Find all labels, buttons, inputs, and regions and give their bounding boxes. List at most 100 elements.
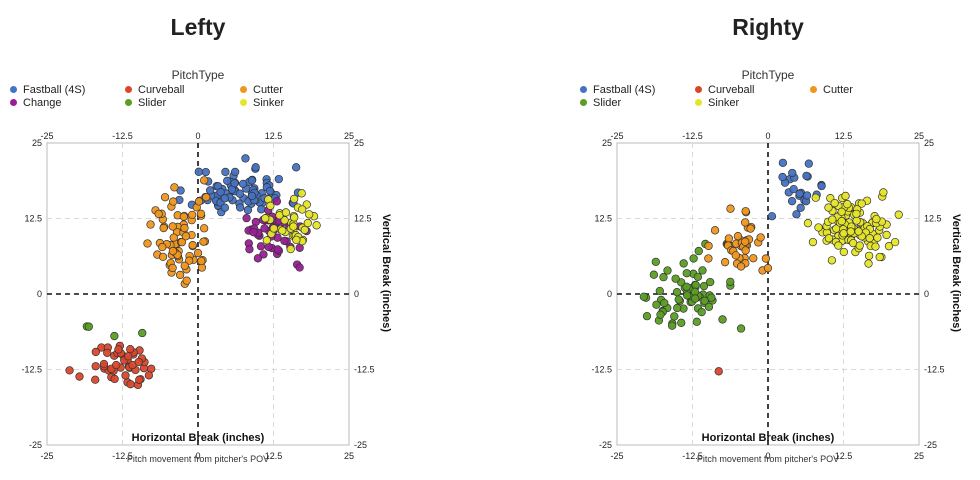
legend-item-slider[interactable]: Slider [125, 97, 166, 109]
legend-item-curveball[interactable]: Curveball [695, 84, 754, 96]
data-point [726, 277, 735, 287]
data-point [699, 282, 709, 291]
legend-item-sinker[interactable]: Sinker [695, 97, 739, 109]
data-point [158, 252, 168, 262]
data-point [655, 286, 664, 296]
data-point [84, 322, 94, 331]
data-point [194, 197, 204, 206]
data-point [749, 254, 758, 263]
data-point [247, 191, 257, 201]
legend-marker [10, 99, 17, 106]
data-point [180, 261, 189, 270]
data-point [221, 167, 230, 177]
data-point [297, 189, 306, 198]
data-point [266, 201, 275, 210]
data-point [154, 209, 163, 219]
data-point [134, 357, 143, 367]
legend-item-curveball[interactable]: Curveball [125, 84, 184, 96]
y-tick-label-right: 25 [354, 138, 364, 148]
data-point [135, 375, 144, 384]
chart-caption: Pitch movement from pitcher's POV [696, 454, 840, 464]
data-point [175, 270, 185, 280]
data-point [289, 194, 299, 204]
data-point [683, 291, 692, 300]
legend-marker [240, 86, 247, 93]
data-point [169, 197, 178, 206]
data-point [265, 186, 275, 196]
data-point [763, 264, 773, 273]
data-point [837, 207, 846, 216]
data-point [99, 359, 109, 369]
legend-item-sinker[interactable]: Sinker [240, 97, 284, 109]
data-point [792, 210, 801, 219]
legend-item-cutter[interactable]: Cutter [810, 84, 853, 96]
data-point [143, 239, 152, 248]
data-point [808, 237, 818, 247]
data-point [197, 256, 206, 266]
chart-title: Lefty [170, 14, 226, 40]
data-point [305, 210, 314, 219]
data-point [220, 203, 230, 212]
data-point [138, 328, 147, 338]
data-point [857, 199, 866, 208]
x-tick-label-top: -12.5 [682, 131, 703, 141]
data-point [168, 263, 177, 273]
data-point [817, 181, 826, 191]
data-point [75, 372, 84, 381]
data-point [736, 262, 746, 271]
data-point [168, 222, 177, 231]
data-point [651, 257, 660, 267]
x-tick-label-top: 12.5 [835, 131, 853, 141]
legend-item-fastball[interactable]: Fastball (4S) [10, 84, 85, 96]
series-slider [639, 239, 746, 333]
data-point [659, 272, 668, 282]
data-point [828, 215, 837, 224]
data-point [201, 167, 210, 177]
data-point [639, 292, 649, 301]
data-point [787, 197, 797, 206]
legend-item-change[interactable]: Change [10, 97, 62, 109]
data-point [245, 245, 254, 254]
x-tick-label-top: 0 [195, 131, 200, 141]
y-tick-label-left: 12.5 [594, 214, 612, 224]
legend-item-cutter[interactable]: Cutter [240, 84, 283, 96]
data-point [243, 205, 253, 215]
data-point [235, 189, 244, 198]
data-point [269, 224, 279, 233]
data-point [824, 234, 834, 243]
data-point [168, 246, 178, 256]
y-axis-label: Vertical Break (inches) [380, 214, 392, 333]
data-point [121, 371, 130, 380]
series-cutter [704, 204, 773, 275]
data-point [691, 294, 700, 303]
data-point [179, 212, 188, 221]
data-point [126, 380, 135, 389]
data-point [726, 204, 735, 213]
data-point [169, 233, 178, 242]
y-tick-label-left: -25 [29, 440, 42, 450]
x-tick-label-bottom: -12.5 [112, 451, 133, 461]
data-point [241, 154, 250, 163]
data-point [261, 214, 270, 223]
x-tick-label-top: 25 [344, 131, 354, 141]
data-point [216, 187, 225, 197]
data-point [875, 252, 884, 262]
data-point [112, 360, 121, 370]
data-point [704, 302, 714, 312]
legend-item-slider[interactable]: Slider [580, 97, 621, 109]
series-change [242, 197, 311, 272]
x-tick-label-top: -12.5 [112, 131, 133, 141]
x-tick-label-top: 25 [914, 131, 924, 141]
legend-item-fastball[interactable]: Fastball (4S) [580, 84, 655, 96]
data-point [767, 212, 777, 221]
data-point [262, 236, 272, 245]
y-tick-label-right: 12.5 [354, 214, 372, 224]
data-point [827, 256, 837, 265]
data-point [741, 218, 750, 227]
data-point [704, 254, 713, 263]
data-point [846, 227, 855, 236]
data-point [733, 232, 743, 241]
x-tick-label-bottom: 0 [765, 451, 770, 461]
x-tick-label-bottom: -25 [610, 451, 623, 461]
x-tick-label-bottom: -12.5 [682, 451, 703, 461]
